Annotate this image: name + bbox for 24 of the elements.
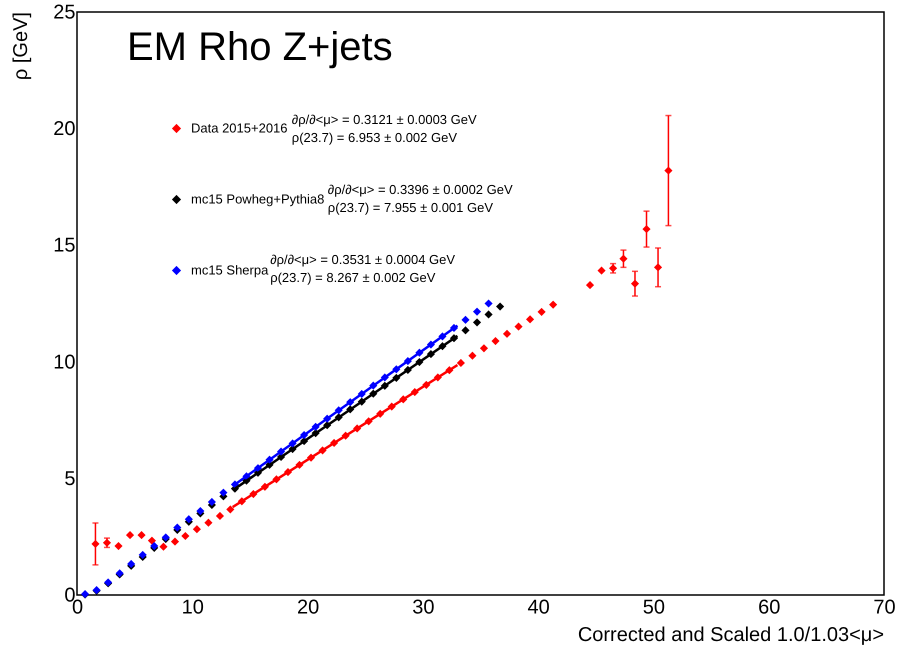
annotation: ρ(23.7) = 7.955 ± 0.001 GeV [328, 200, 494, 215]
x-tick-label: 60 [758, 596, 780, 618]
legend-label: Data 2015+2016 [191, 120, 288, 136]
y-tick-label: 15 [53, 234, 76, 257]
x-tick-label: 40 [528, 596, 550, 618]
x-tick-label: 30 [412, 596, 434, 618]
annotation: ∂ρ/∂<μ> = 0.3531 ± 0.0004 GeV [270, 252, 456, 267]
y-axis-title: ρ [GeV] [10, 12, 32, 80]
legend-label: mc15 Sherpa [191, 262, 270, 278]
y-tick-label: 10 [53, 351, 76, 374]
y-tick-label: 20 [53, 118, 76, 140]
x-tick-label: 10 [182, 596, 204, 618]
y-tick-label: 25 [53, 2, 76, 24]
annotation: ρ(23.7) = 6.953 ± 0.002 GeV [292, 130, 458, 145]
x-tick-label: 20 [296, 596, 320, 618]
x-tick-label: 70 [873, 596, 896, 618]
x-axis-title: Corrected and Scaled 1.0/1.03<μ> [578, 624, 884, 646]
annotation: ρ(23.7) = 8.267 ± 0.002 GeV [270, 270, 436, 285]
y-tick-label: 5 [64, 468, 76, 490]
x-tick-label: 50 [642, 596, 666, 618]
legend-label: mc15 Powheg+Pythia8 [191, 192, 324, 206]
annotation: ∂ρ/∂<μ> = 0.3396 ± 0.0002 GeV [328, 182, 513, 197]
chart-title: EM Rho Z+jets [127, 25, 393, 69]
annotation: ∂ρ/∂<μ> = 0.3121 ± 0.0003 GeV [292, 112, 477, 127]
